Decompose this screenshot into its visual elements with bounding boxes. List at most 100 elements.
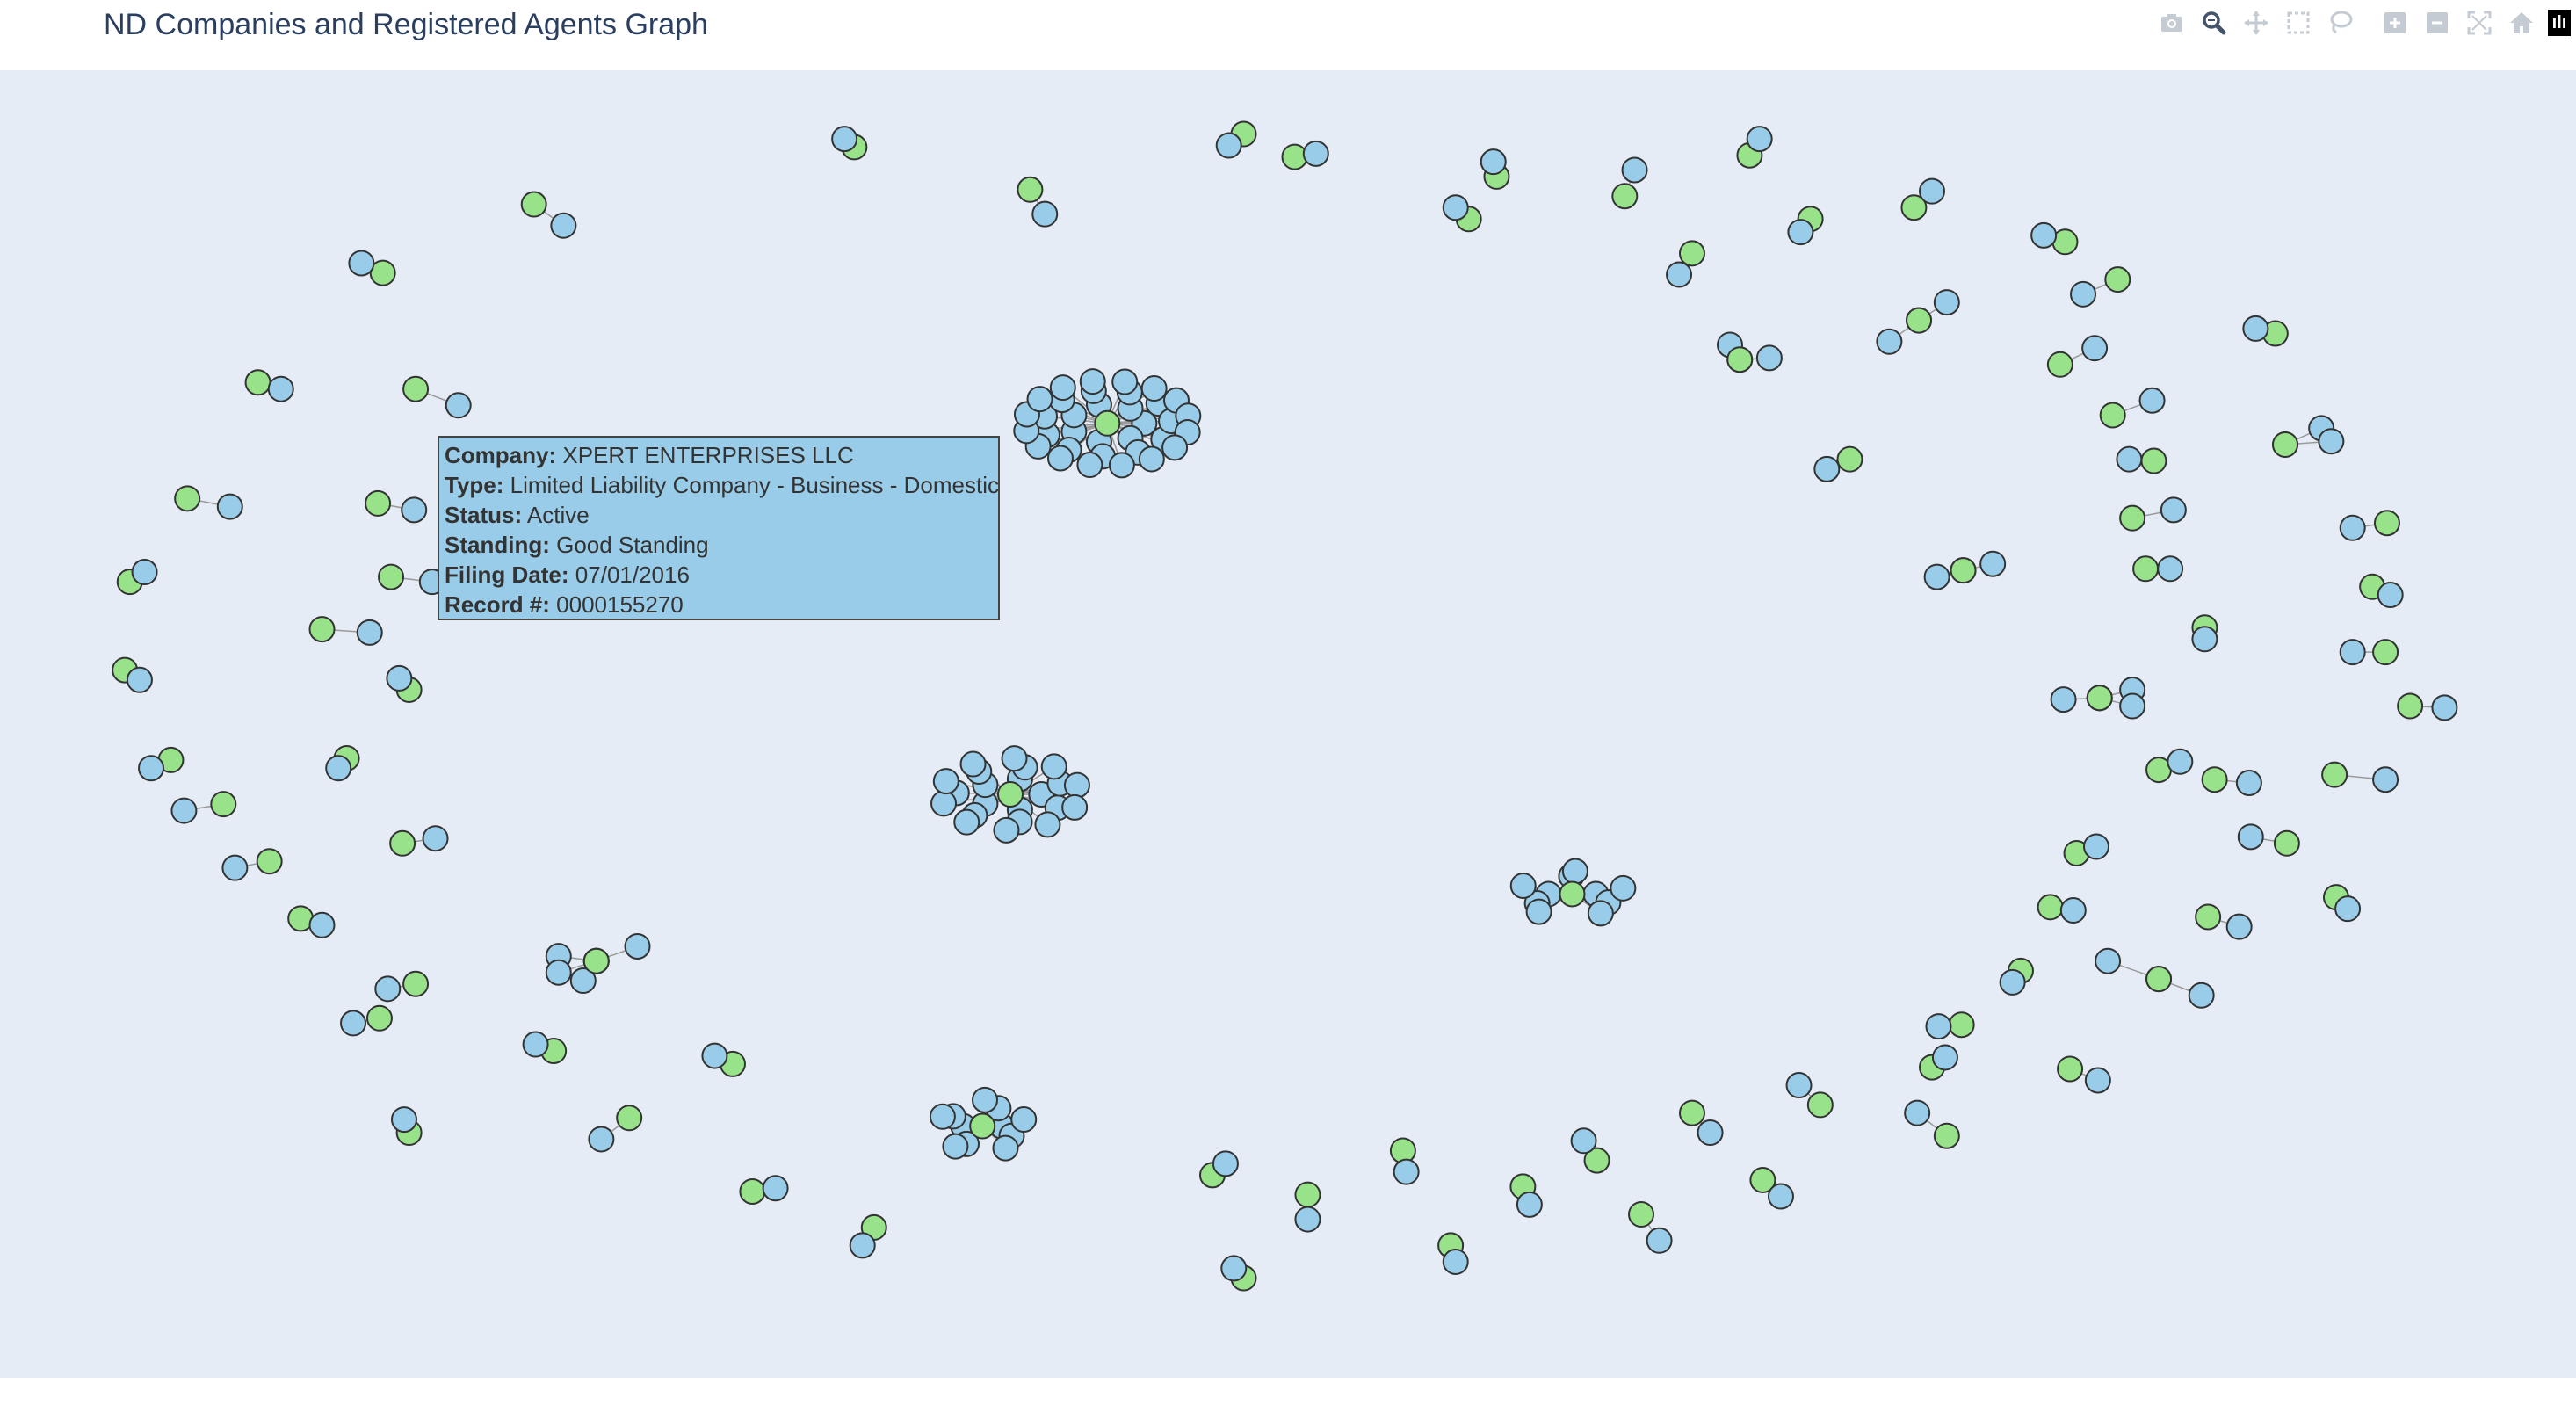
company-node[interactable] bbox=[2167, 748, 2194, 775]
company-node[interactable] bbox=[1933, 289, 1960, 316]
network-graph[interactable] bbox=[0, 70, 2576, 1378]
company-node[interactable] bbox=[1046, 445, 1074, 472]
company-node[interactable] bbox=[569, 967, 597, 995]
company-node[interactable] bbox=[701, 1042, 728, 1069]
agent-node[interactable] bbox=[2104, 266, 2131, 293]
company-node[interactable] bbox=[2237, 823, 2264, 851]
agent-node[interactable] bbox=[1294, 1181, 1321, 1208]
company-node[interactable] bbox=[1302, 140, 1329, 167]
agent-node[interactable] bbox=[1017, 176, 1044, 203]
agent-node[interactable] bbox=[308, 616, 336, 643]
company-node[interactable] bbox=[1785, 1072, 1813, 1099]
company-node[interactable] bbox=[588, 1126, 615, 1153]
agent-node[interactable] bbox=[1726, 346, 1754, 373]
agent-node[interactable] bbox=[1950, 557, 1977, 584]
agent-node[interactable] bbox=[378, 563, 405, 590]
company-node[interactable] bbox=[1697, 1119, 1724, 1146]
company-node[interactable] bbox=[2116, 445, 2143, 473]
company-node[interactable] bbox=[2084, 1067, 2111, 1094]
company-node[interactable] bbox=[971, 1086, 998, 1113]
company-node[interactable] bbox=[401, 496, 428, 524]
company-node[interactable] bbox=[1161, 434, 1189, 461]
company-node[interactable] bbox=[1904, 1099, 1931, 1126]
company-node[interactable] bbox=[1925, 1013, 1952, 1040]
company-node[interactable] bbox=[356, 619, 383, 646]
company-node[interactable] bbox=[386, 664, 413, 692]
plotly-logo[interactable]: ılı bbox=[2548, 10, 2571, 36]
company-node[interactable] bbox=[422, 825, 449, 852]
company-node[interactable] bbox=[1034, 811, 1061, 838]
company-node[interactable] bbox=[2138, 387, 2166, 414]
company-node[interactable] bbox=[1746, 126, 1773, 153]
company-node[interactable] bbox=[1666, 261, 1693, 288]
company-node[interactable] bbox=[942, 1133, 969, 1160]
agent-node[interactable] bbox=[2372, 639, 2399, 666]
company-node[interactable] bbox=[1787, 219, 1814, 246]
agent-node[interactable] bbox=[210, 791, 237, 818]
zoom-in-icon[interactable] bbox=[2374, 4, 2416, 42]
agent-node[interactable] bbox=[1749, 1166, 1776, 1193]
agent-node[interactable] bbox=[2195, 903, 2222, 931]
company-node[interactable] bbox=[1001, 745, 1028, 772]
agent-node[interactable] bbox=[1559, 880, 1586, 908]
company-node[interactable] bbox=[522, 1031, 549, 1058]
company-node[interactable] bbox=[930, 790, 958, 817]
company-node[interactable] bbox=[1040, 753, 1067, 780]
company-node[interactable] bbox=[1755, 344, 1783, 372]
agent-node[interactable] bbox=[2272, 431, 2299, 458]
agent-node[interactable] bbox=[402, 375, 430, 402]
company-node[interactable] bbox=[2081, 335, 2109, 362]
zoom-out-icon[interactable] bbox=[2416, 4, 2458, 42]
agent-node[interactable] bbox=[2373, 510, 2400, 537]
company-node[interactable] bbox=[2095, 947, 2122, 974]
company-node[interactable] bbox=[1076, 452, 1103, 479]
company-node[interactable] bbox=[2318, 428, 2345, 455]
agent-node[interactable] bbox=[2119, 504, 2146, 532]
agent-node[interactable] bbox=[402, 970, 430, 997]
company-node[interactable] bbox=[348, 250, 375, 277]
company-node[interactable] bbox=[2339, 514, 2366, 541]
company-node[interactable] bbox=[2235, 769, 2262, 796]
agent-node[interactable] bbox=[365, 489, 392, 517]
company-node[interactable] bbox=[1220, 1255, 1248, 1282]
company-node[interactable] bbox=[959, 750, 987, 778]
company-node[interactable] bbox=[1049, 374, 1076, 402]
agent-node[interactable] bbox=[1906, 307, 1933, 334]
company-node[interactable] bbox=[126, 666, 153, 693]
company-node[interactable] bbox=[2059, 897, 2087, 924]
agent-node[interactable] bbox=[1948, 1011, 1975, 1039]
agent-node[interactable] bbox=[582, 947, 610, 974]
agent-node[interactable] bbox=[2057, 1055, 2084, 1083]
company-node[interactable] bbox=[1215, 132, 1242, 159]
agent-node[interactable] bbox=[1094, 409, 1121, 437]
agent-node[interactable] bbox=[616, 1105, 643, 1132]
company-node[interactable] bbox=[1516, 1191, 1543, 1218]
company-node[interactable] bbox=[2339, 639, 2366, 666]
company-node[interactable] bbox=[1561, 858, 1588, 885]
company-node[interactable] bbox=[1480, 148, 1507, 176]
company-node[interactable] bbox=[1525, 898, 1552, 925]
agent-node[interactable] bbox=[2086, 685, 2113, 712]
company-node[interactable] bbox=[1079, 368, 1106, 395]
company-node[interactable] bbox=[932, 768, 959, 795]
company-node[interactable] bbox=[550, 212, 577, 239]
company-node[interactable] bbox=[390, 1106, 417, 1134]
company-node[interactable] bbox=[1621, 156, 1648, 184]
company-node[interactable] bbox=[1393, 1158, 1420, 1185]
company-node[interactable] bbox=[216, 493, 243, 520]
agent-node[interactable] bbox=[365, 1004, 393, 1032]
agent-node[interactable] bbox=[996, 780, 1024, 808]
agent-node[interactable] bbox=[1583, 1147, 1610, 1174]
company-node[interactable] bbox=[992, 1134, 1019, 1162]
company-node[interactable] bbox=[1111, 368, 1139, 395]
company-node[interactable] bbox=[929, 1103, 956, 1130]
company-node[interactable] bbox=[1026, 386, 1053, 413]
company-node[interactable] bbox=[1138, 445, 1165, 473]
company-node[interactable] bbox=[267, 375, 294, 402]
agent-node[interactable] bbox=[1900, 194, 1928, 221]
company-node[interactable] bbox=[2050, 686, 2077, 714]
company-node[interactable] bbox=[1010, 1106, 1038, 1134]
agent-node[interactable] bbox=[1678, 240, 1705, 267]
company-node[interactable] bbox=[2030, 221, 2058, 249]
company-node[interactable] bbox=[624, 932, 651, 960]
